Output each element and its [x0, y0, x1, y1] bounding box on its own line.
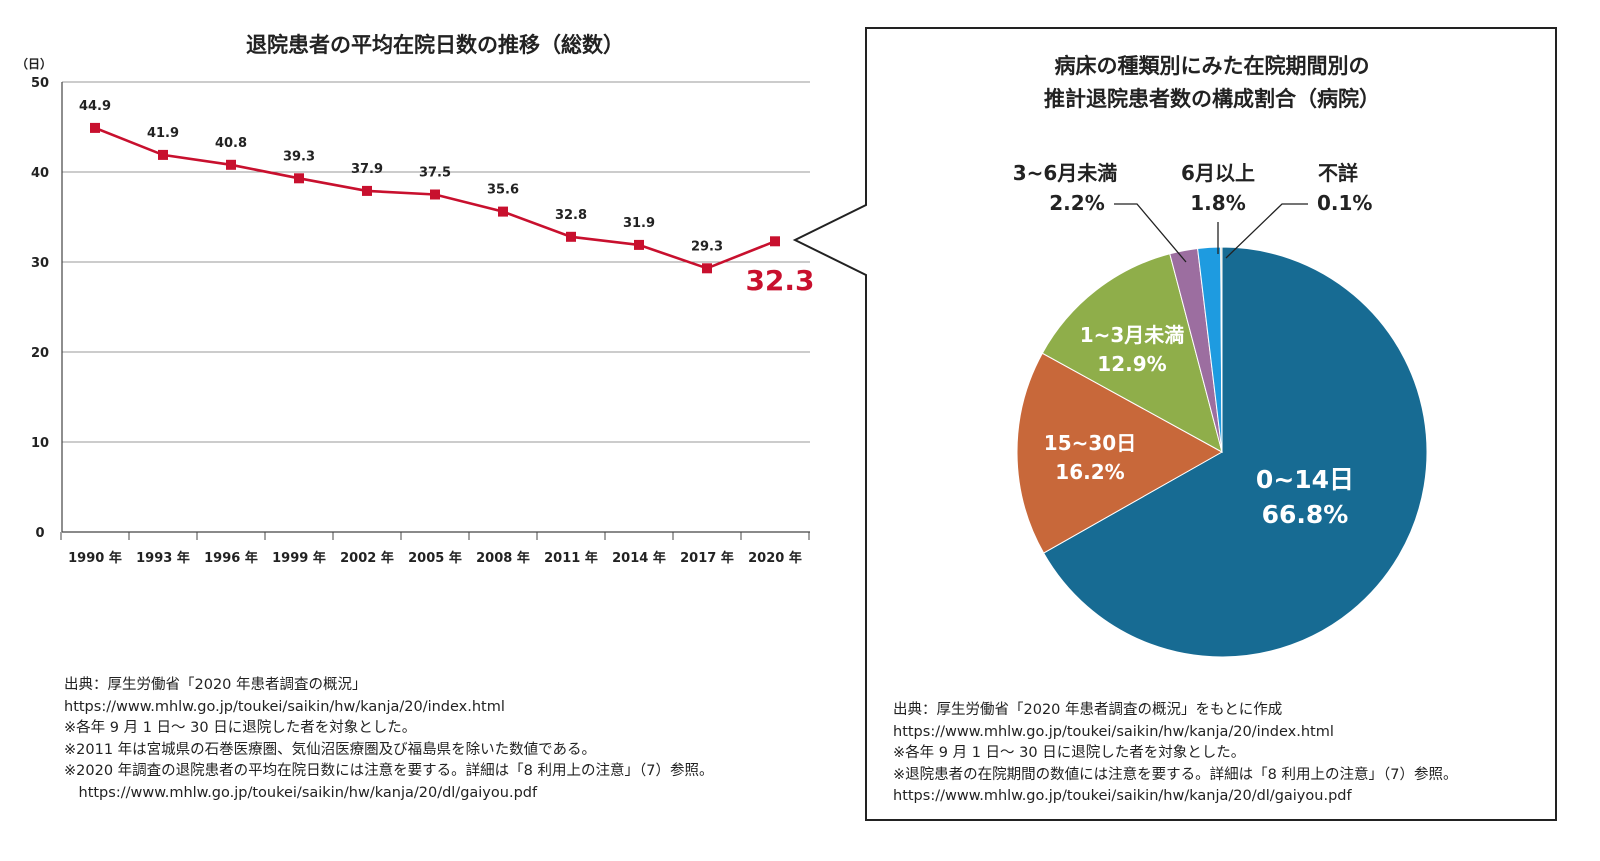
data-point	[362, 185, 372, 196]
data-point	[634, 239, 644, 250]
data-label: 37.5	[419, 166, 451, 181]
y-tick-label: 0	[35, 526, 44, 541]
note-line: ※退院患者の在院期間の数値には注意を要する。詳細は「8 利用上の注意」（7）参照…	[893, 766, 1458, 783]
data-point	[226, 159, 236, 170]
y-tick-label: 40	[31, 166, 49, 181]
data-point	[294, 173, 304, 184]
notes-right: 出典：厚生労働省「2020 年患者調査の概況」をもとに作成 https://ww…	[893, 700, 1457, 808]
pie-title-line2: 推計退院患者数の構成割合（病院）	[1044, 87, 1380, 111]
pie-slice-value: 66.8%	[1262, 500, 1349, 529]
note-line: ※各年 9 月 1 日～ 30 日に退院した者を対象とした。	[893, 745, 1246, 761]
leader-line	[1114, 203, 1187, 263]
callout-frame	[792, 27, 1557, 821]
x-tick-label: 2020 年	[748, 550, 802, 566]
highlight-value-label: 32.3	[745, 264, 814, 297]
data-label: 39.3	[283, 149, 315, 164]
pie-slice-value: 0.1%	[1317, 191, 1372, 215]
pie-slice	[1042, 246, 1428, 658]
line-series: 44.9 41.9 40.8 39.3 37.9 37.5 35.6 32.8 31.9 29.3	[79, 99, 780, 274]
x-tick-label: 2017 年	[680, 550, 734, 566]
data-point	[430, 189, 440, 200]
data-point	[498, 206, 508, 217]
data-point	[158, 149, 168, 160]
note-line: https://www.mhlw.go.jp/toukei/saikin/hw/…	[64, 698, 505, 715]
x-tick-label: 2014 年	[612, 550, 666, 566]
pie-slice-value: 1.8%	[1190, 191, 1245, 215]
pie-chart: 0~14日 66.8% 15~30日 16.2% 1~3月未満 12.9% 3~6月未満 2.…	[1013, 161, 1428, 658]
leader-line	[1225, 203, 1308, 259]
pie-slice-name: 6月以上	[1181, 161, 1255, 185]
data-label: 37.9	[351, 162, 383, 177]
note-line: 出典：厚生労働省「2020 年患者調査の概況」をもとに作成	[893, 702, 1283, 718]
pie-slice	[1041, 253, 1223, 453]
x-tick-label: 2002 年	[340, 550, 394, 566]
pie-slice	[1220, 246, 1223, 453]
data-label: 31.9	[623, 216, 655, 231]
data-point	[770, 236, 780, 247]
line-y-ticks: 0 10 20 30 40 50	[31, 76, 49, 541]
data-point	[566, 231, 576, 242]
line-grid	[61, 81, 810, 533]
x-tick-label: 1999 年	[272, 550, 326, 566]
x-tick-label: 1993 年	[136, 550, 190, 566]
data-point	[702, 263, 712, 274]
x-tick-label: 1990 年	[68, 550, 122, 566]
data-label: 32.8	[555, 208, 587, 223]
pie-slice-value: 16.2%	[1055, 460, 1124, 484]
note-line: ※各年 9 月 1 日～ 30 日に退院した者を対象とした。	[64, 720, 417, 736]
y-tick-label: 30	[31, 256, 49, 271]
pie-slice-value: 2.2%	[1049, 191, 1104, 215]
pie-slice-name: 15~30日	[1044, 431, 1136, 455]
data-label: 35.6	[487, 183, 519, 198]
note-line: 出典：厚生労働省「2020 年患者調査の概況」	[64, 677, 367, 693]
x-tick-label: 2008 年	[476, 550, 530, 566]
data-label: 29.3	[691, 239, 723, 254]
line-chart-title: 退院患者の平均在院日数の推移（総数）	[246, 33, 624, 57]
note-line: ※2020 年調査の退院患者の平均在院日数には注意を要する。詳細は「8 利用上の…	[64, 763, 714, 779]
y-tick-label: 50	[31, 76, 49, 91]
data-label: 44.9	[79, 99, 111, 114]
pie-slice-value: 12.9%	[1097, 352, 1166, 376]
note-line: https://www.mhlw.go.jp/toukei/saikin/hw/…	[893, 788, 1352, 804]
line-x-ticks: 1990 年 1993 年 1996 年 1999 年 2002 年 2005 年 2008…	[60, 532, 810, 566]
x-tick-label: 2011 年	[544, 550, 598, 566]
pie-slice-name: 1~3月未満	[1080, 323, 1185, 347]
data-label: 40.8	[215, 136, 247, 151]
y-tick-label: 20	[31, 346, 49, 361]
y-tick-label: 10	[31, 436, 49, 451]
y-axis-unit: （日）	[16, 56, 52, 71]
data-point	[90, 122, 100, 133]
pie-slice-name: 不詳	[1318, 161, 1358, 185]
data-label: 41.9	[147, 126, 179, 141]
note-line: https://www.mhlw.go.jp/toukei/saikin/hw/…	[64, 784, 538, 801]
note-line: ※2011 年は宮城県の石巻医療圏、気仙沼医療圏及び福島県を除いた数値である。	[64, 741, 597, 758]
note-line: https://www.mhlw.go.jp/toukei/saikin/hw/…	[893, 723, 1334, 740]
x-tick-label: 1996 年	[204, 550, 258, 566]
x-tick-label: 2005 年	[408, 550, 462, 566]
notes-left: 出典：厚生労働省「2020 年患者調査の概況」 https://www.mhlw…	[64, 675, 713, 804]
pie-title-line1: 病床の種類別にみた在院期間別の	[1055, 54, 1370, 78]
pie-slice-name: 0~14日	[1256, 465, 1354, 494]
pie-slice	[1016, 352, 1224, 554]
pie-slice-name: 3~6月未満	[1013, 161, 1118, 185]
